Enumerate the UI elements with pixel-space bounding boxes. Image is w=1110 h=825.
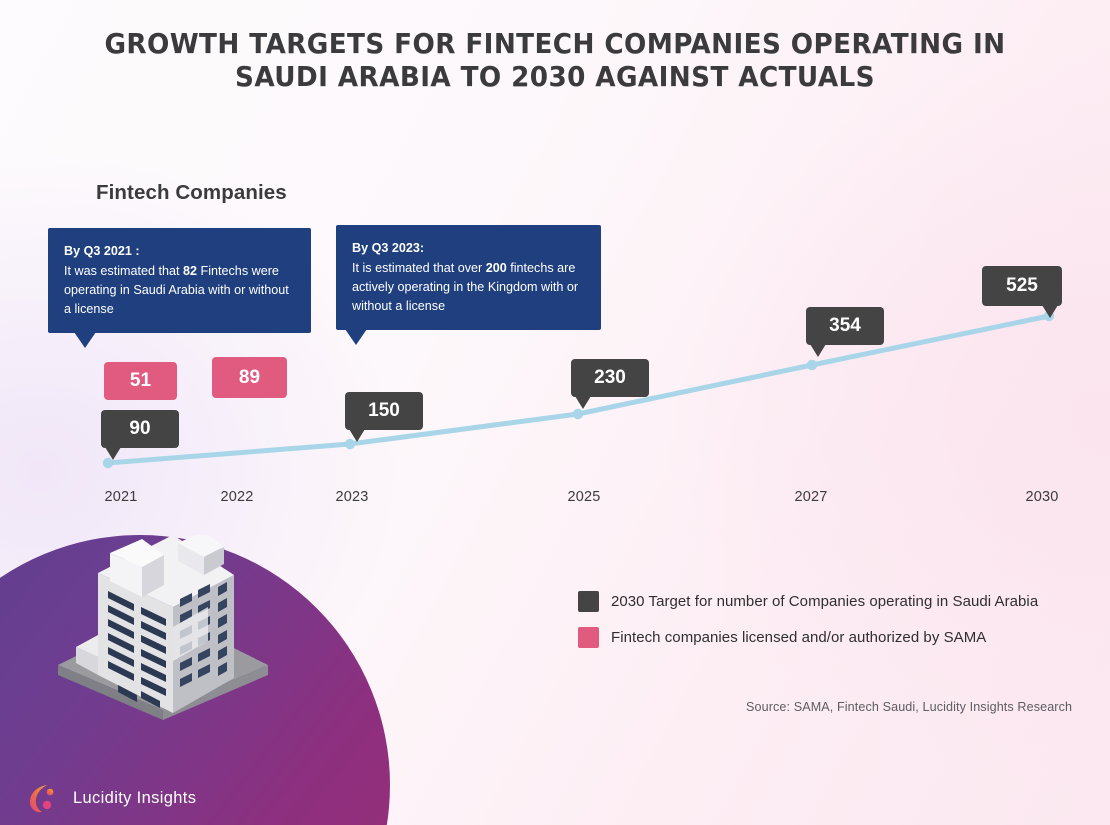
lucidity-logo-icon <box>30 785 54 813</box>
callout-body-before: It is estimated that over <box>352 260 486 275</box>
target-label-2030: 525 <box>982 266 1062 318</box>
target-line-chart <box>102 310 1055 469</box>
sama-label-2021: 51 <box>104 362 177 400</box>
legend-label-sama: Fintech companies licensed and/or author… <box>611 629 987 646</box>
target-label-2023: 150 <box>345 392 423 442</box>
legend-item-sama: Fintech companies licensed and/or author… <box>578 627 1038 648</box>
legend-swatch-sama <box>578 627 599 648</box>
callout-body-after: Fintechs were operating in Saudi Arabia … <box>64 263 289 316</box>
label-tail <box>810 344 826 357</box>
callout-heading: By Q3 2023: <box>352 241 425 255</box>
callout-q3-2023: By Q3 2023: It is estimated that over 20… <box>336 225 601 345</box>
data-point-2025 <box>572 408 584 420</box>
callout-tail <box>345 328 367 345</box>
callout-heading: By Q3 2021 : <box>64 244 140 258</box>
x-axis-label-2030: 2030 <box>1025 489 1059 505</box>
callout-body-bold: 200 <box>485 260 507 275</box>
callout-body-after: fintechs are actively operating in the K… <box>352 260 579 313</box>
page-title: GROWTH TARGETS FOR FINTECH COMPANIES OPE… <box>104 28 1006 93</box>
sama-label-2022: 89 <box>212 357 287 398</box>
label-tail <box>575 396 591 409</box>
brand-logo: Lucidity Insights <box>30 783 196 813</box>
callout-body-bold: 82 <box>183 263 198 278</box>
x-axis-label-2021: 2021 <box>104 489 138 505</box>
chart-legend: 2030 Target for number of Companies oper… <box>578 591 1038 663</box>
label-tail <box>349 429 365 442</box>
label-tail <box>1042 305 1058 318</box>
data-point-2021 <box>102 457 114 469</box>
data-point-2027 <box>806 359 818 371</box>
trend-data-points <box>102 310 1055 469</box>
office-building-illustration <box>58 535 268 720</box>
label-tail <box>105 447 121 460</box>
source-note: Source: SAMA, Fintech Saudi, Lucidity In… <box>746 700 1073 714</box>
x-axis-label-2022: 2022 <box>220 489 254 505</box>
target-label-2027: 354 <box>806 307 884 357</box>
callout-q3-2021: By Q3 2021 : It was estimated that 82 Fi… <box>48 228 311 348</box>
target-label-2025: 230 <box>571 359 649 409</box>
callout-tail <box>74 331 96 348</box>
target-label-2021: 90 <box>101 410 179 460</box>
section-label: Fintech Companies <box>96 181 287 204</box>
brand-name: Lucidity Insights <box>73 788 197 807</box>
legend-label-target: 2030 Target for number of Companies oper… <box>611 593 1039 610</box>
legend-swatch-target <box>578 591 599 612</box>
x-axis-label-2025: 2025 <box>567 489 601 505</box>
x-axis-label-2023: 2023 <box>335 489 369 505</box>
x-axis-label-2027: 2027 <box>794 489 828 505</box>
callout-body-before: It was estimated that <box>64 263 183 278</box>
legend-item-target: 2030 Target for number of Companies oper… <box>578 591 1038 612</box>
